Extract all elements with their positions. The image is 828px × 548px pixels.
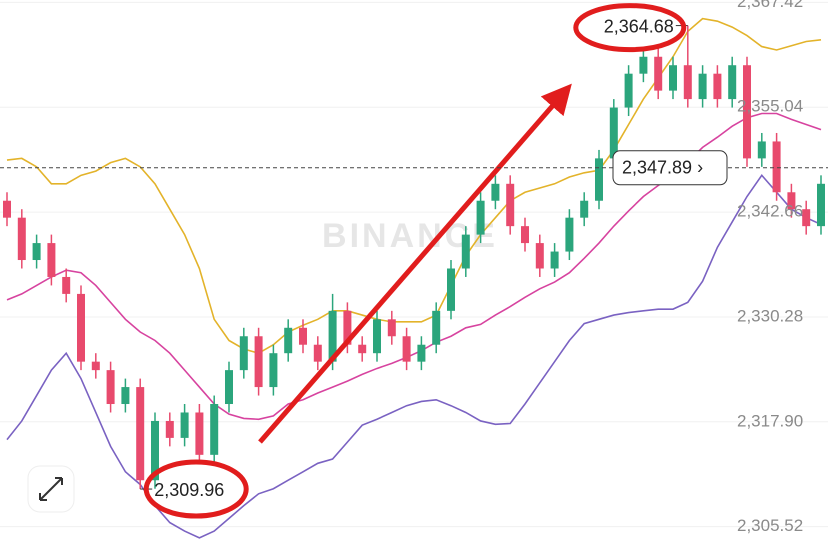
candle-body — [787, 192, 796, 210]
candle-body — [817, 183, 825, 227]
candle-body — [713, 73, 722, 100]
candle-body — [284, 327, 293, 354]
candle-body — [639, 56, 648, 74]
min-label: 2,309.96 — [154, 480, 224, 500]
y-tick-label: 2,355.04 — [737, 97, 803, 116]
candle-body — [521, 226, 529, 244]
candle-body — [239, 336, 248, 371]
plot — [3, 17, 825, 539]
last-price-label: 2,347.89 › — [622, 158, 703, 178]
candle-body — [165, 420, 174, 438]
candle-body — [328, 310, 337, 362]
candle-body — [580, 200, 589, 218]
candle-body — [313, 344, 322, 362]
candle-body — [476, 200, 485, 235]
candle-body — [432, 310, 441, 345]
band-line — [6, 174, 822, 539]
expand-button[interactable] — [27, 465, 75, 513]
candle-body — [609, 107, 618, 159]
y-tick-label: 2,305.52 — [737, 516, 803, 535]
candle-body — [373, 319, 381, 354]
candle-body — [254, 336, 263, 388]
y-tick-label: 2,342.66 — [737, 202, 803, 221]
candle-body — [654, 56, 663, 91]
candle-body — [624, 73, 633, 108]
candle-body — [62, 276, 71, 294]
candle-body — [180, 412, 189, 438]
band-line — [6, 17, 822, 355]
candle-body — [447, 268, 455, 311]
highlight-circle — [573, 3, 687, 53]
candle-body — [535, 243, 544, 269]
candle-body — [461, 234, 470, 269]
candle-body — [491, 183, 500, 201]
candle-body — [387, 319, 396, 337]
candle-body — [195, 412, 204, 455]
y-tick-label: 2,367.42 — [737, 0, 803, 11]
y-tick-label: 2,330.28 — [737, 306, 803, 325]
candle-body — [269, 353, 278, 388]
candle-body — [743, 65, 751, 159]
candle-body — [595, 158, 603, 201]
candle-body — [698, 73, 707, 100]
candle-body — [151, 420, 159, 481]
candle-body — [565, 217, 574, 252]
candle-body — [136, 387, 145, 481]
candle-body — [47, 243, 56, 277]
candle-body — [802, 209, 811, 227]
candle-body — [121, 387, 130, 405]
candle-body — [3, 200, 11, 218]
candle-body — [683, 65, 692, 100]
candle-body — [17, 217, 26, 261]
candle-body — [91, 361, 100, 371]
watermark: BINANCE — [322, 217, 498, 255]
candle-body — [669, 65, 677, 91]
candle-body — [106, 370, 115, 405]
y-tick-label: 2,317.90 — [737, 411, 803, 430]
candle-body — [210, 404, 219, 455]
candle-body — [417, 344, 426, 362]
candle-body — [358, 344, 367, 354]
candle-body — [728, 65, 737, 100]
candle-body — [772, 141, 781, 193]
highlight-circle — [143, 459, 249, 519]
trend-arrow — [258, 83, 572, 444]
candle-body — [402, 336, 411, 362]
candle-body — [299, 327, 307, 345]
candle-body — [343, 310, 352, 345]
candle-body — [757, 141, 766, 159]
candle-body — [550, 251, 559, 269]
candle-body — [77, 293, 85, 362]
candle-body — [32, 243, 41, 261]
last-price-tag — [612, 150, 728, 186]
max-label: 2,364.68 — [604, 16, 674, 36]
candle-body — [506, 183, 515, 227]
candle-body — [225, 370, 233, 405]
